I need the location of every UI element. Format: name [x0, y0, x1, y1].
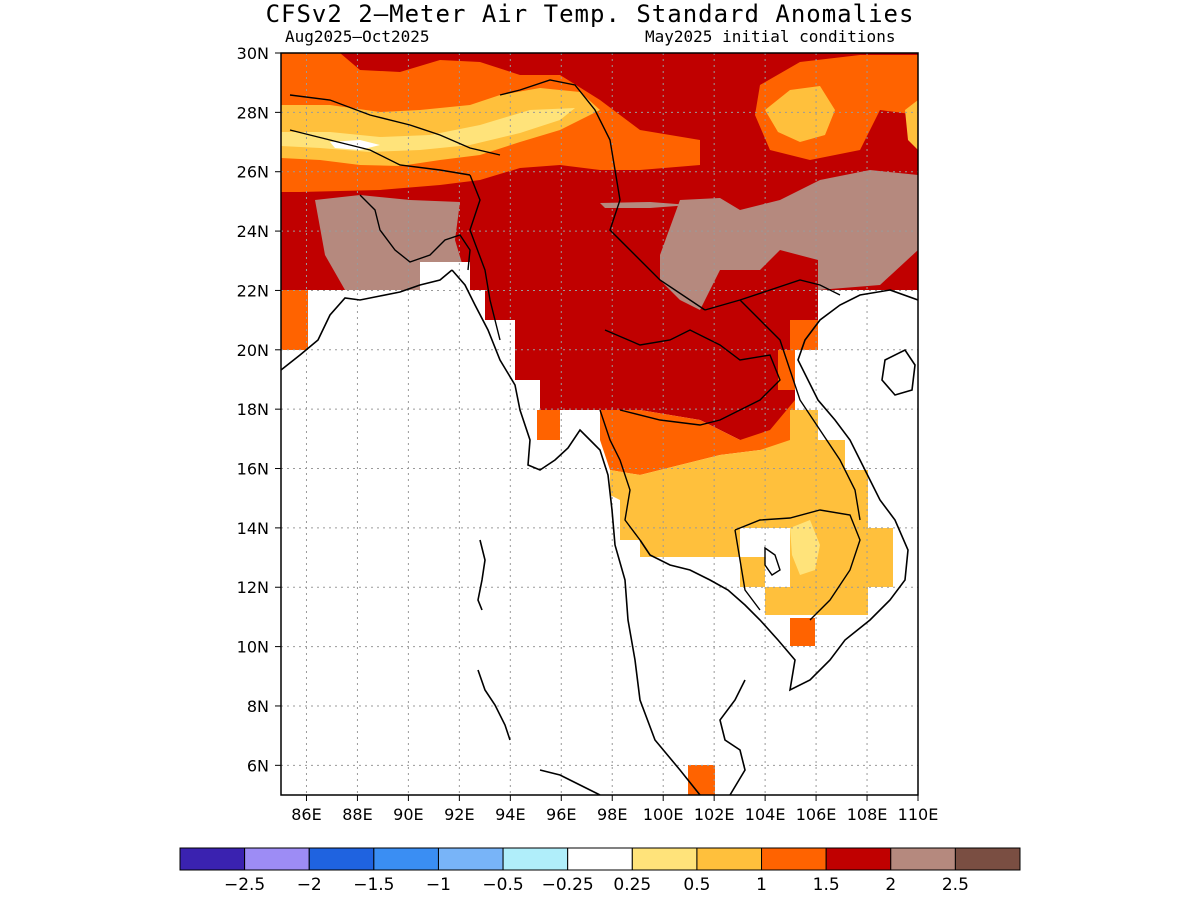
colorbar-swatch: [825, 847, 892, 871]
graticule: [275, 52, 919, 801]
latitude-labels: 30N 28N 26N 24N 22N 20N 18N 16N 14N 12N 10N 8N 6N: [237, 44, 269, 775]
lat-tick-label: 14N: [237, 519, 269, 538]
missing-region-bangladesh: [281, 262, 640, 795]
lake-tonle-sap: [764, 546, 781, 576]
colorbar-label: −2: [297, 875, 322, 895]
lat-tick-label: 16N: [237, 460, 269, 479]
border-cambodia: [734, 509, 861, 621]
lat-tick-label: 10N: [237, 638, 269, 657]
border-cambodia-thailand: [734, 529, 761, 611]
colorbar: −2.5 −2 −1.5 −1 −0.5 −0.25 0.25 0.5 1 1.5 2 2.5: [179, 847, 1021, 895]
lon-tick-label: 100E: [643, 805, 684, 824]
lat-tick-label: 24N: [237, 222, 269, 241]
lat-tick-label: 8N: [247, 697, 269, 716]
coastline-malay: [719, 679, 746, 795]
lat-tick-label: 30N: [237, 44, 269, 63]
lat-tick-label: 18N: [237, 400, 269, 419]
lon-tick-label: 86E: [291, 805, 321, 824]
colorbar-label: −0.25: [542, 875, 594, 895]
anomaly-region-yellow-central: [790, 520, 820, 575]
border-laos-thailand: [604, 329, 781, 426]
lon-tick-label: 102E: [694, 805, 735, 824]
anomaly-region-brown-streak: [600, 202, 690, 208]
plot-frame: [280, 52, 919, 796]
anomaly-region-lightorange-central: [610, 410, 893, 615]
border-myanmar-india: [469, 174, 501, 341]
colorbar-label: 1.5: [813, 875, 840, 895]
border-layer: [289, 79, 861, 621]
anomaly-region-orange-box1: [537, 410, 560, 440]
border-thailand-myanmar: [599, 409, 641, 541]
colorbar-swatch: [696, 847, 763, 871]
coastline-layer: [281, 269, 918, 795]
colorbar-label: 0.5: [683, 875, 710, 895]
lon-tick-label: 106E: [796, 805, 837, 824]
anomaly-region-lightorange-ne2: [905, 100, 918, 150]
coastline-hainan: [881, 348, 916, 396]
colorbar-swatch: [179, 847, 246, 871]
colorbar-swatch: [437, 847, 504, 871]
colorbar-swatch: [567, 847, 633, 871]
coastline-india-east: [281, 269, 453, 371]
anomaly-fill-layer: [281, 53, 918, 795]
colorbar-label: 0.25: [613, 875, 651, 895]
colorbar-swatch: [890, 847, 956, 871]
colorbar-swatch: [308, 847, 375, 871]
colorbar-label: 2: [885, 875, 896, 895]
colorbar-swatch: [244, 847, 310, 871]
border-china-myanmar: [499, 79, 706, 311]
anomaly-region-lightorange-ne: [765, 86, 835, 142]
lon-tick-label: 94E: [495, 805, 525, 824]
forecast-period: Aug2025–Oct2025: [285, 27, 430, 46]
lat-tick-label: 28N: [237, 103, 269, 122]
colorbar-label: 2.5: [942, 875, 969, 895]
colorbar-label: −1.5: [353, 875, 394, 895]
colorbar-swatch: [502, 847, 569, 871]
border-india-nepal: [289, 94, 501, 156]
border-china-vietnam: [704, 279, 841, 311]
colorbar-label: −1: [426, 875, 451, 895]
coastline-sumatra: [539, 769, 601, 795]
island-andaman: [477, 539, 486, 611]
lon-tick-label: 92E: [444, 805, 474, 824]
anomaly-region-orange-malaysia: [688, 765, 715, 795]
initial-conditions: May2025 initial conditions: [645, 27, 896, 46]
colorbar-label: −0.5: [482, 875, 523, 895]
lon-tick-label: 90E: [393, 805, 423, 824]
lat-tick-label: 6N: [247, 756, 269, 775]
lat-tick-label: 26N: [237, 163, 269, 182]
border-nepal-south: [289, 129, 471, 176]
anomaly-region-orange-box3: [790, 320, 818, 350]
lon-tick-label: 104E: [745, 805, 786, 824]
anomaly-region-orange-south: [790, 618, 815, 646]
colorbar-swatch: [631, 847, 698, 871]
coastline-myanmar: [451, 269, 701, 795]
longitude-labels: 86E 88E 90E 92E 94E 96E 98E 100E 102E 104E 106E 108…: [291, 805, 938, 824]
coastline-gulf-thailand: [639, 289, 918, 692]
lat-tick-label: 12N: [237, 578, 269, 597]
lat-tick-label: 20N: [237, 341, 269, 360]
colorbar-swatch: [373, 847, 439, 871]
border-laos-vietnam: [739, 299, 861, 521]
colorbar-swatch: [954, 847, 1021, 871]
lon-tick-label: 110E: [898, 805, 939, 824]
lon-tick-label: 98E: [597, 805, 627, 824]
island-nicobar: [477, 669, 511, 741]
colorbar-swatch: [761, 847, 827, 871]
colorbar-label: 1: [756, 875, 767, 895]
lon-tick-label: 108E: [847, 805, 888, 824]
border-bangladesh: [359, 194, 471, 271]
anomaly-region-brown-east: [660, 170, 918, 310]
lon-tick-label: 88E: [342, 805, 372, 824]
anomaly-region-orange-box2: [778, 350, 795, 390]
colorbar-label: −2.5: [224, 875, 265, 895]
lat-tick-label: 22N: [237, 281, 269, 300]
anomaly-region-orange-west-edge: [281, 290, 308, 350]
lon-tick-label: 96E: [546, 805, 576, 824]
map-title: CFSv2 2–Meter Air Temp. Standard Anomali…: [265, 0, 915, 28]
